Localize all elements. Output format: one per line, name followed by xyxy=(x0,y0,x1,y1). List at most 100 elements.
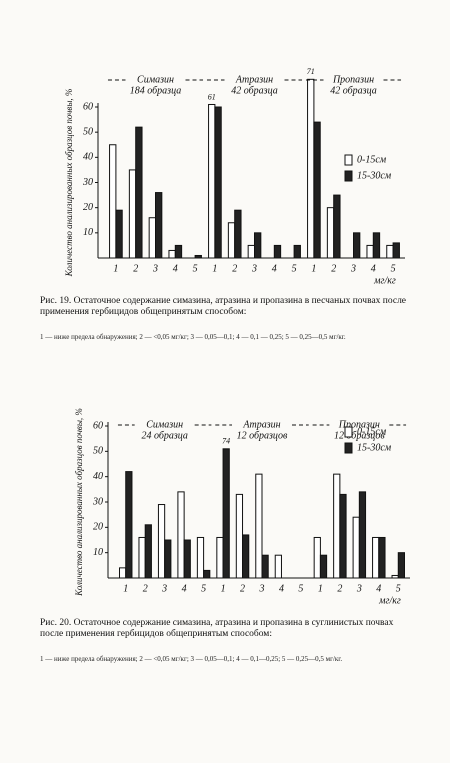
bar xyxy=(144,524,152,579)
group-label: 42 образца xyxy=(231,85,277,96)
bar xyxy=(397,552,405,579)
legend-label: 0-15см xyxy=(357,154,387,165)
group-label: 42 образца xyxy=(330,85,376,96)
y-axis-label: Количество анализированных образцов почв… xyxy=(64,89,74,278)
group-label: Симазин xyxy=(137,74,174,85)
y-tick-label: 50 xyxy=(83,126,93,137)
bar xyxy=(352,516,360,579)
bar xyxy=(333,473,341,579)
group-label: 184 образца xyxy=(130,85,181,96)
bar xyxy=(115,209,123,259)
bar xyxy=(177,491,185,579)
bar xyxy=(261,554,269,579)
bar xyxy=(135,126,143,259)
x-tick-label: 4 xyxy=(173,263,178,274)
group-label: 12 образцов xyxy=(237,430,288,441)
group-label: Пропазин xyxy=(338,419,380,430)
bar xyxy=(392,242,400,259)
bar xyxy=(208,103,216,259)
x-tick-label: 5 xyxy=(292,263,297,274)
y-tick-label: 40 xyxy=(83,152,93,163)
bar xyxy=(333,194,341,259)
legend-swatch xyxy=(344,442,353,454)
x-tick-label: 3 xyxy=(356,583,362,594)
x-tick-label: 1 xyxy=(123,583,128,594)
bar xyxy=(125,471,133,579)
legend-swatch xyxy=(344,154,353,166)
annotation: 61 xyxy=(208,92,216,101)
bar xyxy=(386,244,394,259)
bar xyxy=(247,244,256,259)
y-tick-label: 60 xyxy=(83,101,93,112)
legend-label: 15-30см xyxy=(357,442,392,453)
bar xyxy=(358,491,367,579)
y-tick-label: 60 xyxy=(93,420,103,431)
bar xyxy=(307,78,315,259)
bar xyxy=(353,232,361,259)
bar xyxy=(378,536,386,579)
y-tick-label: 40 xyxy=(93,471,103,482)
x-tick-label: 5 xyxy=(298,583,303,594)
group-label: 12 образцов xyxy=(334,430,385,441)
bar xyxy=(216,536,224,579)
x-tick-label: 3 xyxy=(251,263,257,274)
x-tick-label: 2 xyxy=(337,583,342,594)
bar xyxy=(222,448,230,579)
bar xyxy=(255,473,263,579)
bar xyxy=(155,192,163,259)
bar xyxy=(313,121,321,259)
y-tick-label: 20 xyxy=(83,202,93,213)
caption: Рис. 20. Остаточное содержание симазина,… xyxy=(40,618,394,639)
legend-swatch xyxy=(344,170,353,182)
y-tick-label: 10 xyxy=(93,547,103,558)
x-tick-label: 5 xyxy=(396,583,401,594)
legend-label: 15-30см xyxy=(357,170,392,181)
bar xyxy=(174,244,183,259)
bar xyxy=(157,504,166,579)
legend-swatch xyxy=(344,426,353,438)
x-tick-label: 2 xyxy=(240,583,245,594)
bar xyxy=(203,569,211,579)
bar xyxy=(391,574,399,579)
x-tick-label: 3 xyxy=(152,263,158,274)
bar xyxy=(339,493,347,579)
caption-note: 1 — ниже предела обнаружения; 2 — <0,05 … xyxy=(40,655,343,663)
y-tick-label: 30 xyxy=(92,496,103,507)
bar xyxy=(138,536,146,579)
x-tick-label: 4 xyxy=(376,583,381,594)
x-tick-label: 2 xyxy=(143,583,148,594)
y-tick-label: 30 xyxy=(82,177,93,188)
caption: Рис. 19. Остаточное содержание симазина,… xyxy=(40,296,407,317)
bar xyxy=(183,539,191,579)
group-label: 24 образца xyxy=(141,430,187,441)
bar xyxy=(148,217,157,259)
x-tick-label: 2 xyxy=(331,263,336,274)
x-tick-label: 2 xyxy=(133,263,138,274)
bar xyxy=(234,209,242,259)
bar xyxy=(313,536,321,579)
bar xyxy=(235,493,244,579)
x-tick-label: 2 xyxy=(232,263,237,274)
bar xyxy=(227,222,236,259)
y-tick-label: 20 xyxy=(93,522,103,533)
bar xyxy=(119,567,127,579)
x-tick-label: 3 xyxy=(259,583,265,594)
x-axis-label: мг/кг xyxy=(378,595,401,606)
x-tick-label: 1 xyxy=(318,583,323,594)
x-tick-label: 5 xyxy=(391,263,396,274)
bar xyxy=(109,144,117,259)
bar xyxy=(319,554,328,579)
x-tick-label: 5 xyxy=(193,263,198,274)
bar xyxy=(214,106,222,259)
bar xyxy=(168,249,176,259)
x-tick-label: 3 xyxy=(161,583,167,594)
bar xyxy=(196,536,205,579)
x-axis-label: мг/кг xyxy=(373,275,396,286)
x-tick-label: 1 xyxy=(311,263,316,274)
x-tick-label: 1 xyxy=(212,263,217,274)
group-label: Атразин xyxy=(242,419,280,430)
x-tick-label: 4 xyxy=(272,263,277,274)
bar xyxy=(164,539,172,579)
